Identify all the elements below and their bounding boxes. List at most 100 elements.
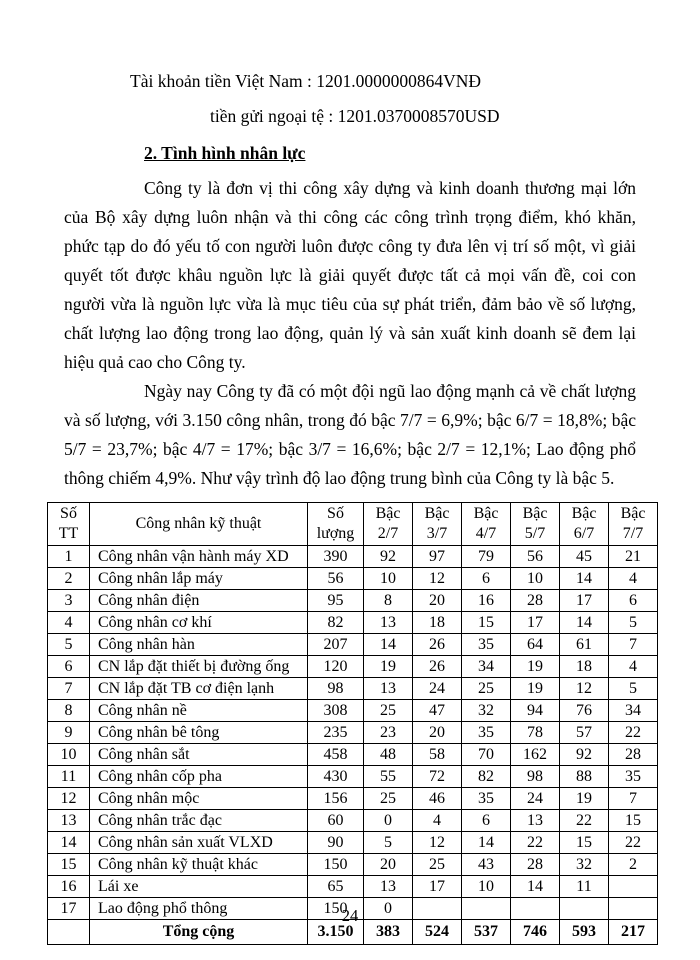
grade-count-cell: 7 bbox=[608, 633, 658, 656]
workers-table-body: 1 Công nhân vận hành máy XD 390 92 97 79 56 45 2… bbox=[47, 545, 658, 945]
grade-count-cell: 26 bbox=[412, 633, 462, 656]
section-heading: 2. Tình hình nhân lực bbox=[144, 143, 306, 163]
table-row: 12 Công nhân mộc 156 25 46 35 24 19 7 bbox=[47, 787, 658, 810]
grade-count-cell: 593 bbox=[559, 919, 609, 945]
grade-count-cell: 12 bbox=[559, 677, 609, 700]
grade-count-cell: 6 bbox=[461, 567, 511, 590]
row-index-cell: 5 bbox=[47, 633, 90, 656]
grade-count-cell: 5 bbox=[608, 611, 658, 634]
grade-count-cell: 26 bbox=[412, 655, 462, 678]
grade-count-cell: 76 bbox=[559, 699, 609, 722]
grade-count-cell: 20 bbox=[412, 721, 462, 744]
table-row: 7 CN lắp đặt TB cơ điện lạnh 98 13 24 25 19 12 5 bbox=[47, 677, 658, 700]
grade-count-cell: 6 bbox=[461, 809, 511, 832]
account-number-vnd: Tài khoản tiền Việt Nam : 1201.000000086… bbox=[130, 71, 482, 91]
total-row: Tổng cộng 3.150 383 524 537 746 593 217 bbox=[47, 919, 658, 945]
paragraph-workforce-stats: Ngày nay Công ty đã có một đội ngũ lao đ… bbox=[64, 381, 636, 488]
grade-count-cell: 21 bbox=[608, 545, 658, 568]
quantity-cell: 60 bbox=[307, 809, 364, 832]
grade-count-cell: 34 bbox=[608, 699, 658, 722]
grade-count-cell: 35 bbox=[461, 633, 511, 656]
row-index-cell: 7 bbox=[47, 677, 90, 700]
grade-count-cell: 17 bbox=[559, 589, 609, 612]
table-row: 8 Công nhân nề 308 25 47 32 94 76 34 bbox=[47, 699, 658, 722]
grade-count-cell: 64 bbox=[510, 633, 560, 656]
grade-count-cell: 524 bbox=[412, 919, 462, 945]
grade-count-cell bbox=[608, 875, 658, 898]
grade-count-cell: 10 bbox=[510, 567, 560, 590]
grade-count-cell: 22 bbox=[510, 831, 560, 854]
column-header: Bậc 7/7 bbox=[608, 502, 658, 546]
grade-count-cell: 14 bbox=[559, 611, 609, 634]
grade-count-cell: 8 bbox=[363, 589, 413, 612]
grade-count-cell: 18 bbox=[412, 611, 462, 634]
row-index-cell: 1 bbox=[47, 545, 90, 568]
grade-count-cell: 4 bbox=[608, 567, 658, 590]
grade-count-cell: 56 bbox=[510, 545, 560, 568]
table-row: 6 CN lắp đặt thiết bị đường ống 120 19 26 34 1… bbox=[47, 655, 658, 678]
quantity-cell: 458 bbox=[307, 743, 364, 766]
worker-category-cell: Công nhân vận hành máy XD bbox=[89, 545, 308, 568]
quantity-cell: 235 bbox=[307, 721, 364, 744]
quantity-cell: 65 bbox=[307, 875, 364, 898]
grade-count-cell: 22 bbox=[559, 809, 609, 832]
grade-count-cell: 25 bbox=[461, 677, 511, 700]
table-row: 10 Công nhân sắt 458 48 58 70 162 92 28 bbox=[47, 743, 658, 766]
column-header: Số lượng bbox=[307, 502, 364, 546]
quantity-cell: 82 bbox=[307, 611, 364, 634]
quantity-cell: 156 bbox=[307, 787, 364, 810]
column-header: Số TT bbox=[47, 502, 90, 546]
grade-count-cell: 25 bbox=[412, 853, 462, 876]
grade-count-cell: 32 bbox=[559, 853, 609, 876]
grade-count-cell: 35 bbox=[461, 721, 511, 744]
quantity-cell: 120 bbox=[307, 655, 364, 678]
grade-count-cell: 58 bbox=[412, 743, 462, 766]
grade-count-cell: 47 bbox=[412, 699, 462, 722]
worker-category-cell: Công nhân bê tông bbox=[89, 721, 308, 744]
grade-count-cell: 19 bbox=[363, 655, 413, 678]
table-row: 15 Công nhân kỹ thuật khác 150 20 25 43 28 32 2 bbox=[47, 853, 658, 876]
grade-count-cell: 28 bbox=[608, 743, 658, 766]
row-index-cell: 11 bbox=[47, 765, 90, 788]
grade-count-cell: 92 bbox=[363, 545, 413, 568]
grade-count-cell: 7 bbox=[608, 787, 658, 810]
table-row: 16 Lái xe 65 13 17 10 14 11 bbox=[47, 875, 658, 898]
row-index-cell: 8 bbox=[47, 699, 90, 722]
row-index-cell: 4 bbox=[47, 611, 90, 634]
row-index-cell: 10 bbox=[47, 743, 90, 766]
grade-count-cell: 20 bbox=[412, 589, 462, 612]
grade-count-cell: 48 bbox=[363, 743, 413, 766]
grade-count-cell: 18 bbox=[559, 655, 609, 678]
grade-count-cell: 24 bbox=[412, 677, 462, 700]
grade-count-cell: 162 bbox=[510, 743, 560, 766]
quantity-cell: 150 bbox=[307, 853, 364, 876]
column-header: Công nhân kỹ thuật bbox=[89, 502, 308, 546]
grade-count-cell: 98 bbox=[510, 765, 560, 788]
worker-category-cell: CN lắp đặt thiết bị đường ống bbox=[89, 655, 308, 678]
grade-count-cell: 15 bbox=[559, 831, 609, 854]
grade-count-cell: 23 bbox=[363, 721, 413, 744]
grade-count-cell: 17 bbox=[510, 611, 560, 634]
grade-count-cell: 35 bbox=[608, 765, 658, 788]
table-row: 4 Công nhân cơ khí 82 13 18 15 17 14 5 bbox=[47, 611, 658, 634]
grade-count-cell: 57 bbox=[559, 721, 609, 744]
grade-count-cell: 43 bbox=[461, 853, 511, 876]
column-header: Bậc 3/7 bbox=[412, 502, 462, 546]
worker-category-cell: Lái xe bbox=[89, 875, 308, 898]
grade-count-cell: 746 bbox=[510, 919, 560, 945]
table-row: 5 Công nhân hàn 207 14 26 35 64 61 7 bbox=[47, 633, 658, 656]
grade-count-cell: 34 bbox=[461, 655, 511, 678]
grade-count-cell: 383 bbox=[363, 919, 413, 945]
row-index-cell: 14 bbox=[47, 831, 90, 854]
account-number-usd: tiền gửi ngoại tệ : 1201.0370008570USD bbox=[210, 106, 500, 126]
row-index-cell: 3 bbox=[47, 589, 90, 612]
grade-count-cell: 13 bbox=[363, 875, 413, 898]
grade-count-cell: 16 bbox=[461, 589, 511, 612]
row-index-cell: 9 bbox=[47, 721, 90, 744]
grade-count-cell: 10 bbox=[363, 567, 413, 590]
grade-count-cell: 15 bbox=[608, 809, 658, 832]
grade-count-cell: 13 bbox=[363, 611, 413, 634]
grade-count-cell: 12 bbox=[412, 831, 462, 854]
worker-category-cell: Công nhân sắt bbox=[89, 743, 308, 766]
